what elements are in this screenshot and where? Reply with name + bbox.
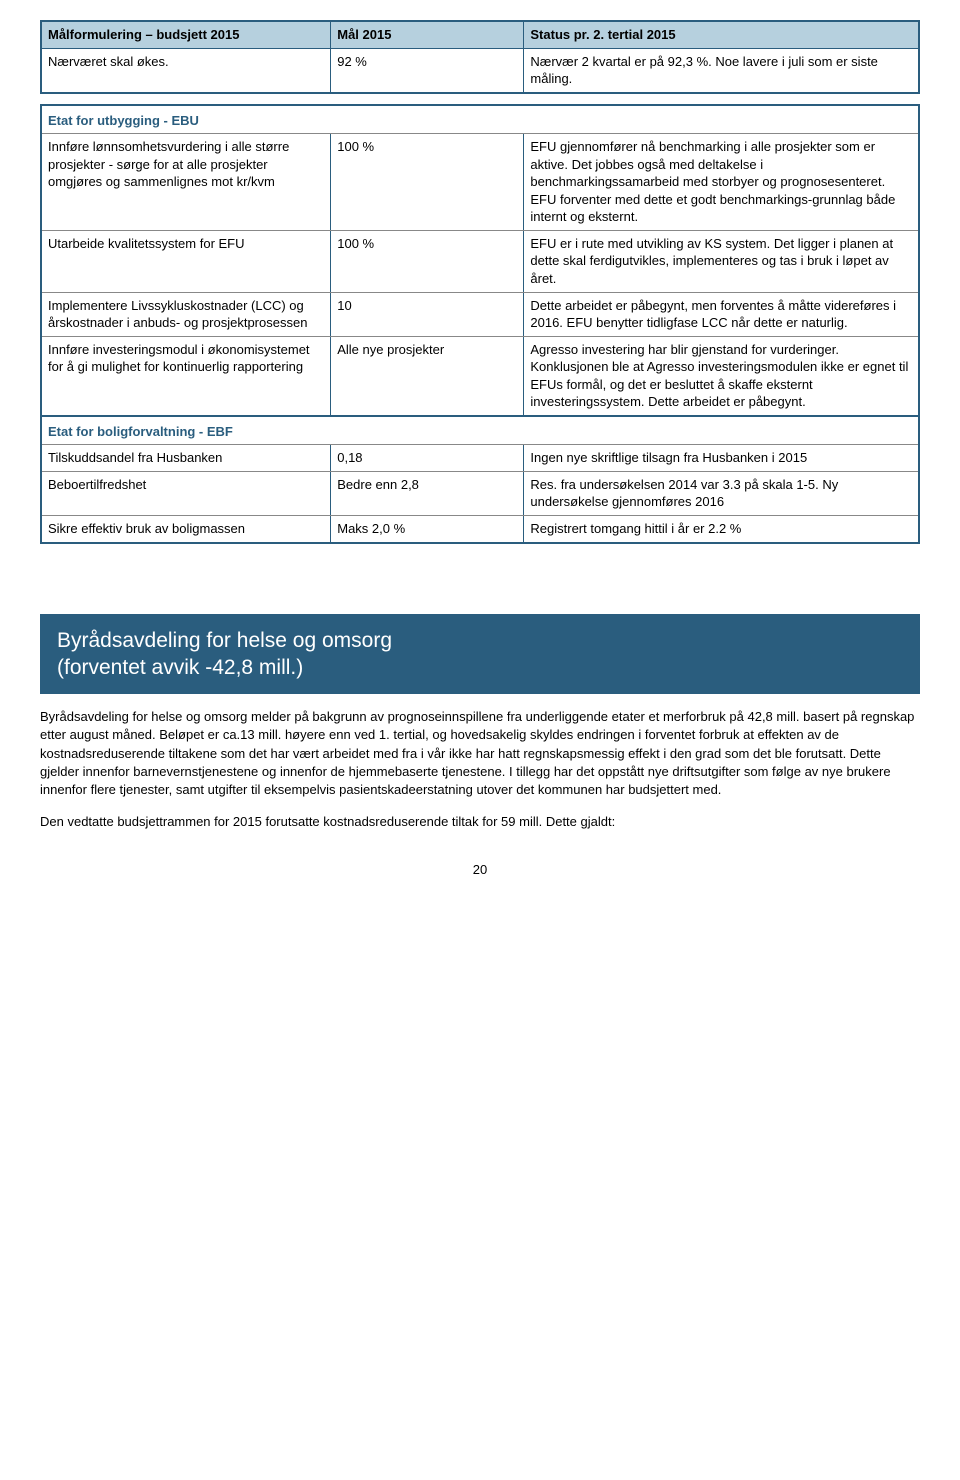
table-row: Innføre investeringsmodul i økonomisyste… [41,336,919,416]
body-paragraph: Den vedtatte budsjettrammen for 2015 for… [40,813,920,831]
cell-target: Bedre enn 2,8 [331,471,524,515]
header-status: Status pr. 2. tertial 2015 [524,21,919,48]
cell-target: 100 % [331,134,524,231]
header-goal: Målformulering – budsjett 2015 [41,21,331,48]
cell-status: Ingen nye skriftlige tilsagn fra Husbank… [524,445,919,472]
page-number: 20 [40,861,920,879]
cell-status: Registrert tomgang hittil i år er 2.2 % [524,516,919,543]
cell-goal: Innføre lønnsomhetsvurdering i alle stør… [41,134,331,231]
cell-status: EFU er i rute med utvikling av KS system… [524,230,919,292]
cell-target: 0,18 [331,445,524,472]
table-row: Utarbeide kvalitetssystem for EFU 100 % … [41,230,919,292]
cell-goal: Sikre effektiv bruk av boligmassen [41,516,331,543]
section-banner: Byrådsavdeling for helse og omsorg (forv… [40,614,920,695]
section-title: Etat for boligforvaltning - EBF [41,416,919,445]
cell-target: Maks 2,0 % [331,516,524,543]
table-row: Sikre effektiv bruk av boligmassen Maks … [41,516,919,543]
cell-goal: Utarbeide kvalitetssystem for EFU [41,230,331,292]
cell-target: 92 % [331,48,524,93]
body-paragraph: Byrådsavdeling for helse og omsorg melde… [40,708,920,799]
table-row: Tilskuddsandel fra Husbanken 0,18 Ingen … [41,445,919,472]
cell-status: Dette arbeidet er påbegynt, men forvente… [524,292,919,336]
table-row: Innføre lønnsomhetsvurdering i alle stør… [41,134,919,231]
cell-goal: Beboertilfredshet [41,471,331,515]
section-ebf: Etat for boligforvaltning - EBF [41,416,919,445]
cell-target: Alle nye prosjekter [331,336,524,416]
banner-subtitle: (forventet avvik -42,8 mill.) [57,654,903,681]
cell-goal: Implementere Livssykluskostnader (LCC) o… [41,292,331,336]
cell-goal: Nærværet skal økes. [41,48,331,93]
table-row: Implementere Livssykluskostnader (LCC) o… [41,292,919,336]
cell-status: Res. fra undersøkelsen 2014 var 3.3 på s… [524,471,919,515]
section-title: Etat for utbygging - EBU [41,105,919,134]
cell-goal: Tilskuddsandel fra Husbanken [41,445,331,472]
cell-status: EFU gjennomfører nå benchmarking i alle … [524,134,919,231]
cell-status: Agresso investering har blir gjenstand f… [524,336,919,416]
header-target: Mål 2015 [331,21,524,48]
cell-target: 10 [331,292,524,336]
table-header-row: Målformulering – budsjett 2015 Mål 2015 … [41,21,919,48]
cell-goal: Innføre investeringsmodul i økonomisyste… [41,336,331,416]
table-row: Beboertilfredshet Bedre enn 2,8 Res. fra… [41,471,919,515]
goals-table-2: Etat for utbygging - EBU Innføre lønnsom… [40,104,920,544]
cell-status: Nærvær 2 kvartal er på 92,3 %. Noe laver… [524,48,919,93]
section-ebu: Etat for utbygging - EBU [41,105,919,134]
table-row: Nærværet skal økes. 92 % Nærvær 2 kvarta… [41,48,919,93]
cell-target: 100 % [331,230,524,292]
banner-title: Byrådsavdeling for helse og omsorg [57,627,903,654]
goals-table-1: Målformulering – budsjett 2015 Mål 2015 … [40,20,920,94]
